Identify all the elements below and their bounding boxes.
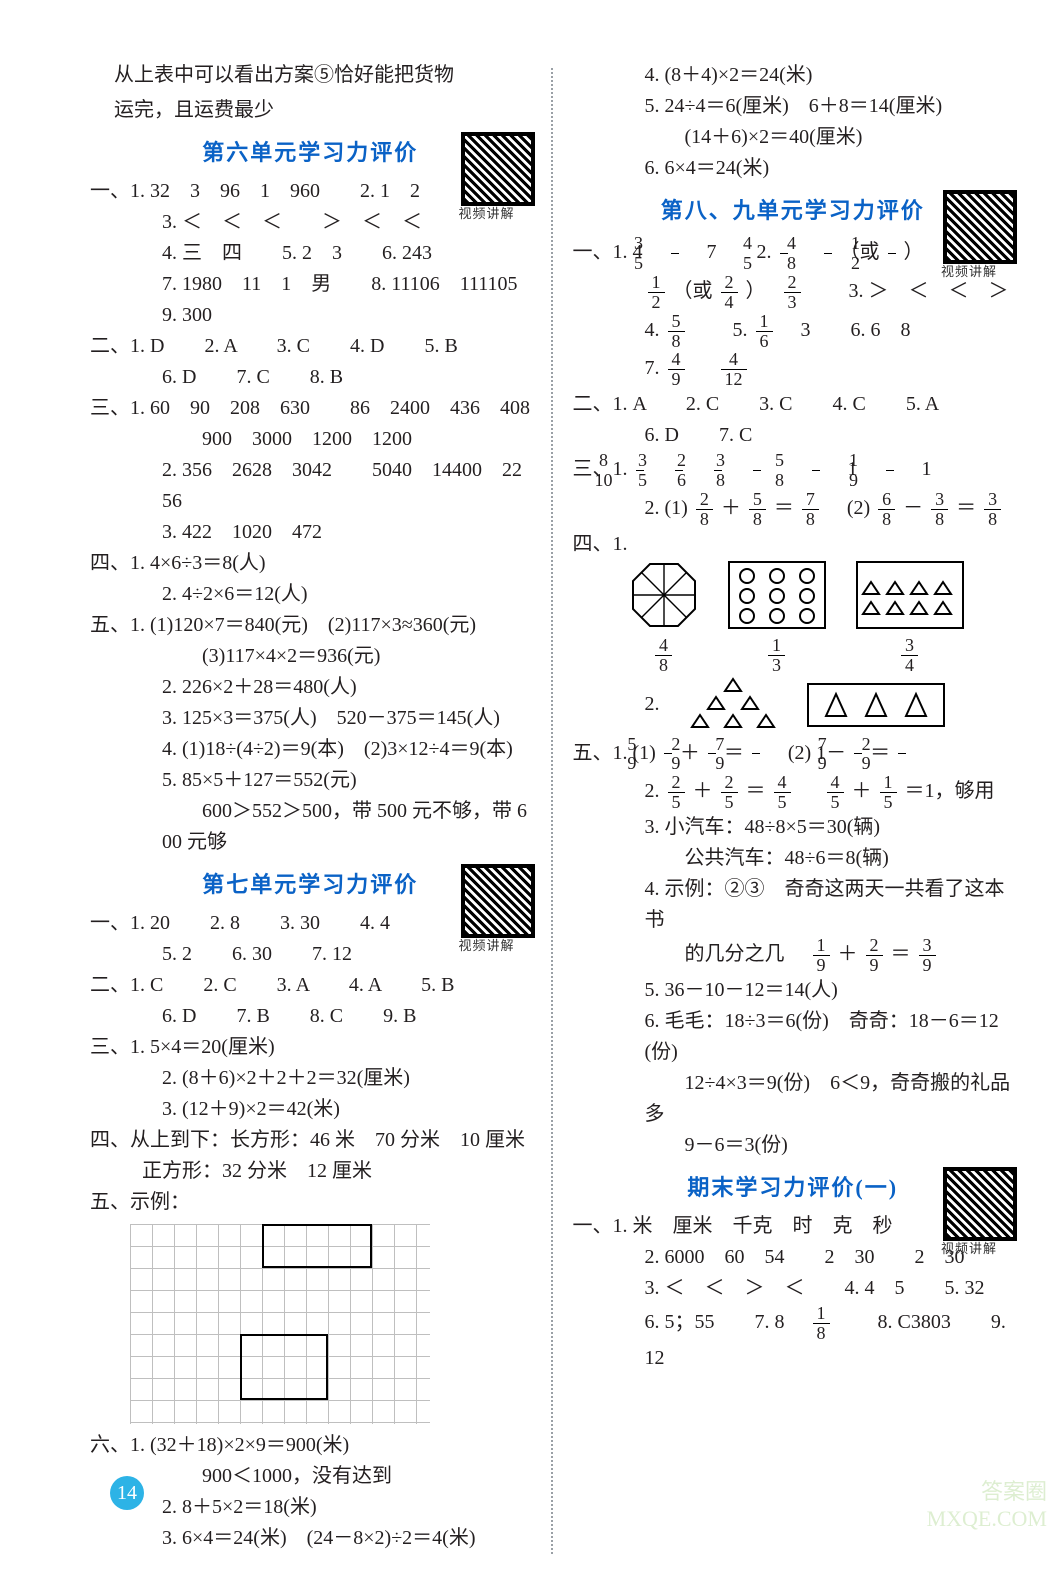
r-top-5: 5. 24÷4＝6(厘米) 6＋8＝14(厘米) [573,91,1014,122]
qr-final[interactable] [943,1167,1017,1241]
tri-box-icon [806,682,946,728]
u6-five-2: 2. 226×2＋28＝480(人) [90,672,531,703]
u89-five-5: 5. 36－10－12＝14(人) [573,975,1014,1006]
r-top-6: 6. 6×4＝24(米) [573,153,1014,184]
grid-figure [130,1224,430,1424]
u7-six-1: 六、1. (32＋18)×2×9＝900(米) [90,1430,531,1461]
u6-three-2: 2. 356 2628 3042 5040 14400 2256 [90,455,531,517]
r-top-4: 4. (8＋4)×2＝24(米) [573,60,1014,91]
u89-five-4b: 的几分之几 19 ＋ 29 ＝ 39 [573,936,1014,975]
column-divider [551,68,553,1554]
u89-three-2: 2. (1) 28 ＋ 58 ＝ 78 (2) 68 － 38 ＝ 38 [573,490,1014,529]
u7-four-1: 四、从上到下：长方形：46 米 70 分米 10 厘米 [90,1125,531,1156]
qr-unit7[interactable] [461,864,535,938]
u6-five-1b: (3)117×4×2＝936(元) [90,641,531,672]
r-top-5b: (14＋6)×2＝40(厘米) [573,122,1014,153]
u6-three-1b: 900 3000 1200 1200 [90,424,531,455]
u89-three-1: 三、1. 810 35 26 38 58 1 19 1 [573,451,1014,490]
u6-four-2: 2. 4÷2×6＝12(人) [90,579,531,610]
u89-two-1: 二、1. A 2. C 3. C 4. C 5. A [573,389,1014,420]
u89-five-1: 五、1. (1) 59 ＋ 29 ＝ 79 (2) 1－ 79 ＝ 29 [573,735,1014,774]
final-one-3: 3. ＜ ＜ ＞ ＜ 4. 4 5 5. 32 [573,1273,1014,1304]
qr-unit6[interactable] [461,132,535,206]
u89-two-2: 6. D 7. C [573,420,1014,451]
u89-five-4a: 4. 示例：②③ 奇奇这两天一共看了这本书 [573,874,1014,936]
page-number-badge: 14 [110,1476,144,1510]
u6-three-3: 3. 422 1020 472 [90,517,531,548]
u89-five-6a: 6. 毛毛：18÷3＝6(份) 奇奇：18－6＝12(份) [573,1006,1014,1068]
u89-one-l4: 7. 49 412 [573,350,1014,389]
u6-five-5: 5. 85×5＋127＝552(元) [90,765,531,796]
right-column: 4. (8＋4)×2＝24(米) 5. 24÷4＝6(厘米) 6＋8＝14(厘米… [573,60,1014,1554]
u7-four-2: 正方形：32 分米 12 厘米 [90,1156,531,1187]
triangles-shape: 34 [855,560,965,675]
octagon-shape: 48 [629,560,699,675]
u6-five-3: 3. 125×3＝375(人) 520－375＝145(人) [90,703,531,734]
u89-five-6b: 12÷4×3＝9(份) 6＜9，奇奇搬的礼品多 [573,1068,1014,1130]
circles-shape: 13 [727,560,827,675]
page-footer: 14 [0,1476,1057,1510]
u7-five-label: 五、示例： [90,1187,531,1218]
u89-four-2: 2. [573,675,1014,735]
u7-two-2: 6. D 7. B 8. C 9. B [90,1001,531,1032]
u7-three-1: 三、1. 5×4＝20(厘米) [90,1032,531,1063]
u6-five-4: 4. (1)18÷(4÷2)＝9(本) (2)3×12÷4＝9(本) [90,734,531,765]
tri-pyramid-icon [678,675,788,735]
qr-unit89[interactable] [943,190,1017,264]
u6-five-1: 五、1. (1)120×7＝840(元) (2)117×3≈360(元) [90,610,531,641]
u7-six-3: 3. 6×4＝24(米) (24－8×2)÷2＝4(米) [90,1523,531,1554]
u89-five-3: 3. 小汽车：48÷8×5＝30(辆) [573,812,1014,843]
shape-row: 48 13 [573,560,1014,675]
intro-line-1: 从上表中可以看出方案⑤恰好能把货物 [114,60,531,91]
intro-line-2: 运完，且运费最少 [114,95,531,126]
u6-three-1: 三、1. 60 90 208 630 86 2400 436 408 [90,393,531,424]
u6-one-4: 7. 1980 11 1 男 8. 11106 111105 [90,269,531,300]
u6-four-1: 四、1. 4×6÷3＝8(人) [90,548,531,579]
u6-one-3: 4. 三 四 5. 2 3 6. 243 [90,238,531,269]
u7-two-1: 二、1. C 2. C 3. A 4. A 5. B [90,970,531,1001]
u6-two-2: 6. D 7. C 8. B [90,362,531,393]
u6-one-5: 9. 300 [90,300,531,331]
u89-four-marker: 四、1. [573,529,1014,560]
final-one-4: 6. 5；55 7. 8 18 8. C3803 9. 12 [573,1304,1014,1374]
u6-five-5b: 600＞552＞500，带 500 元不够，带 600 元够 [90,796,531,858]
u7-three-3: 3. (12＋9)×2＝42(米) [90,1094,531,1125]
u89-five-2: 2. 25 ＋ 25 ＝ 45 45 ＋ 15 ＝1，够用 [573,773,1014,812]
left-column: 从上表中可以看出方案⑤恰好能把货物 运完，且运费最少 第六单元学习力评价 一、1… [90,60,531,1554]
u6-two-1: 二、1. D 2. A 3. C 4. D 5. B [90,331,531,362]
u7-three-2: 2. (8＋6)×2＋2＋2＝32(厘米) [90,1063,531,1094]
u89-five-3b: 公共汽车：48÷6＝8(辆) [573,843,1014,874]
u89-five-6c: 9－6＝3(份) [573,1130,1014,1161]
u89-one-l3: 4. 58 5. 16 3 6. 6 8 [573,312,1014,351]
